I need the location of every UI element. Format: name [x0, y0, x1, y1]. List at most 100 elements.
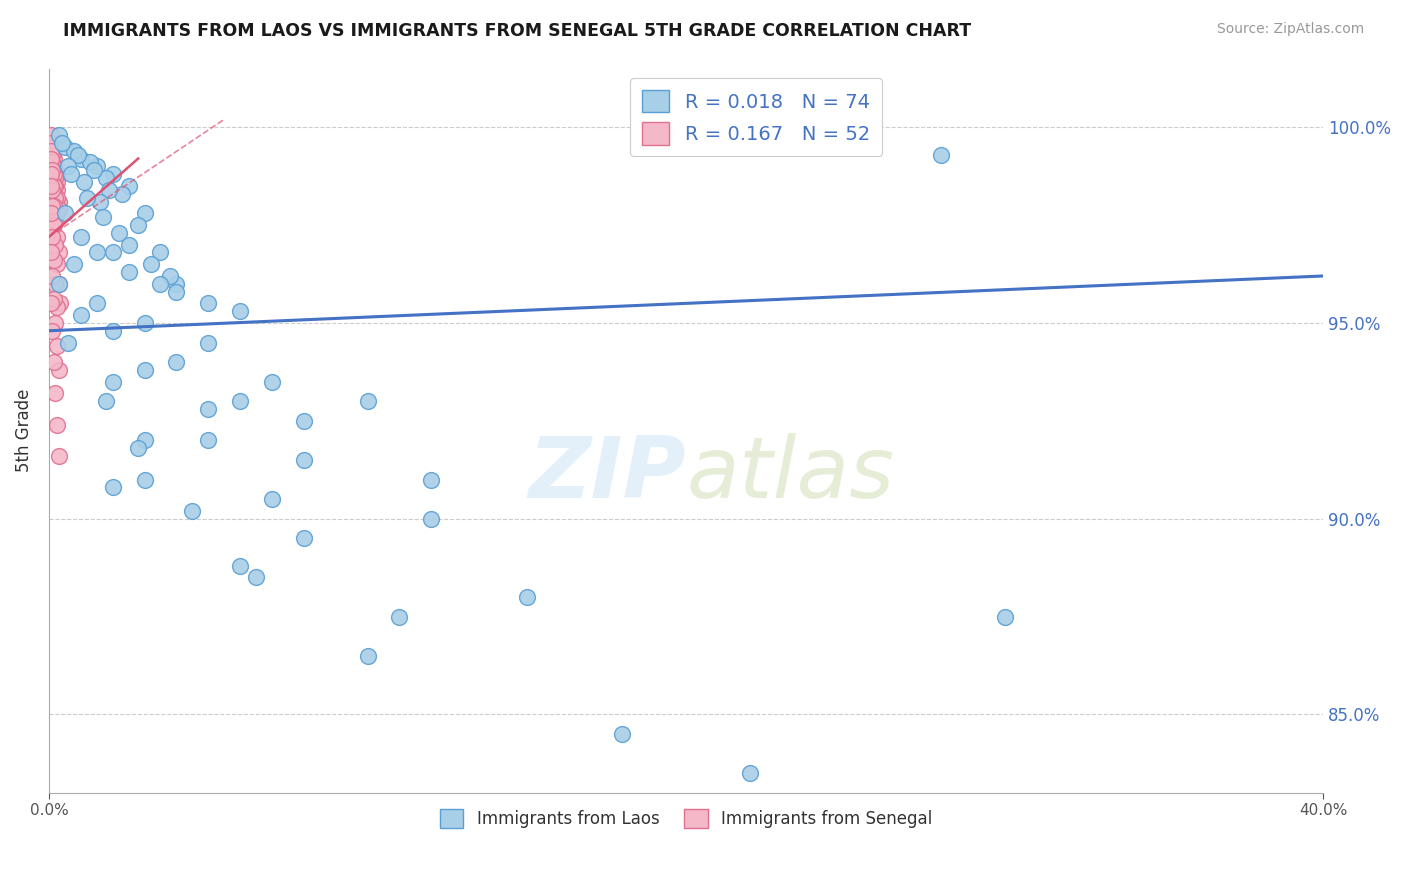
- Point: [39, 296, 62, 310]
- Point: [420, 473, 443, 487]
- Point: [79, 155, 101, 169]
- Point: [111, 186, 134, 201]
- Point: [66, 147, 89, 161]
- Point: [139, 257, 162, 271]
- Point: [48, 194, 70, 209]
- Point: [63, 257, 86, 271]
- Point: [42, 198, 65, 212]
- Point: [45, 339, 67, 353]
- Point: [101, 375, 124, 389]
- Point: [39, 152, 62, 166]
- Point: [42, 178, 65, 193]
- Legend: Immigrants from Laos, Immigrants from Senegal: Immigrants from Laos, Immigrants from Se…: [433, 803, 939, 835]
- Text: ZIP: ZIP: [529, 433, 686, 516]
- Point: [229, 304, 252, 318]
- Y-axis label: 5th Grade: 5th Grade: [15, 389, 32, 472]
- Text: Source: ZipAtlas.com: Source: ZipAtlas.com: [1216, 22, 1364, 37]
- Point: [44, 214, 66, 228]
- Point: [44, 171, 66, 186]
- Point: [197, 402, 219, 417]
- Point: [48, 277, 70, 291]
- Point: [165, 277, 187, 291]
- Point: [86, 245, 108, 260]
- Point: [48, 245, 70, 260]
- Point: [229, 394, 252, 409]
- Point: [39, 178, 62, 193]
- Point: [101, 324, 124, 338]
- Point: [86, 160, 108, 174]
- Point: [42, 152, 65, 166]
- Point: [86, 296, 108, 310]
- Point: [44, 178, 66, 193]
- Point: [197, 335, 219, 350]
- Point: [165, 285, 187, 299]
- Point: [134, 316, 156, 330]
- Point: [39, 167, 62, 181]
- Point: [42, 167, 65, 181]
- Point: [39, 206, 62, 220]
- Point: [44, 386, 66, 401]
- Point: [53, 140, 76, 154]
- Point: [356, 648, 378, 663]
- Point: [149, 245, 172, 260]
- Point: [39, 245, 62, 260]
- Text: IMMIGRANTS FROM LAOS VS IMMIGRANTS FROM SENEGAL 5TH GRADE CORRELATION CHART: IMMIGRANTS FROM LAOS VS IMMIGRANTS FROM …: [63, 22, 972, 40]
- Point: [117, 237, 139, 252]
- Point: [134, 206, 156, 220]
- Point: [56, 160, 79, 174]
- Point: [197, 296, 219, 310]
- Point: [69, 308, 91, 322]
- Point: [42, 160, 65, 174]
- Point: [63, 144, 86, 158]
- Point: [96, 394, 118, 409]
- Point: [41, 163, 63, 178]
- Point: [127, 218, 149, 232]
- Point: [41, 140, 63, 154]
- Point: [45, 191, 67, 205]
- Point: [197, 434, 219, 448]
- Point: [91, 211, 114, 225]
- Point: [292, 531, 315, 545]
- Point: [45, 230, 67, 244]
- Point: [994, 609, 1017, 624]
- Point: [48, 128, 70, 142]
- Point: [41, 268, 63, 283]
- Point: [134, 434, 156, 448]
- Point: [612, 727, 634, 741]
- Text: atlas: atlas: [686, 433, 894, 516]
- Point: [48, 277, 70, 291]
- Point: [45, 175, 67, 189]
- Point: [101, 480, 124, 494]
- Point: [45, 257, 67, 271]
- Point: [42, 355, 65, 369]
- Point: [48, 363, 70, 377]
- Point: [181, 504, 204, 518]
- Point: [101, 167, 124, 181]
- Point: [41, 198, 63, 212]
- Point: [245, 570, 267, 584]
- Point: [134, 363, 156, 377]
- Point: [356, 394, 378, 409]
- Point: [159, 268, 181, 283]
- Point: [41, 230, 63, 244]
- Point: [229, 558, 252, 573]
- Point: [41, 147, 63, 161]
- Point: [260, 492, 283, 507]
- Point: [420, 511, 443, 525]
- Point: [127, 441, 149, 455]
- Point: [42, 253, 65, 268]
- Point: [56, 335, 79, 350]
- Point: [96, 171, 118, 186]
- Point: [45, 206, 67, 220]
- Point: [45, 417, 67, 432]
- Point: [39, 128, 62, 142]
- Point: [42, 218, 65, 232]
- Point: [165, 355, 187, 369]
- Point: [45, 183, 67, 197]
- Point: [134, 473, 156, 487]
- Point: [117, 265, 139, 279]
- Point: [45, 300, 67, 314]
- Point: [49, 296, 72, 310]
- Point: [51, 136, 73, 150]
- Point: [516, 590, 538, 604]
